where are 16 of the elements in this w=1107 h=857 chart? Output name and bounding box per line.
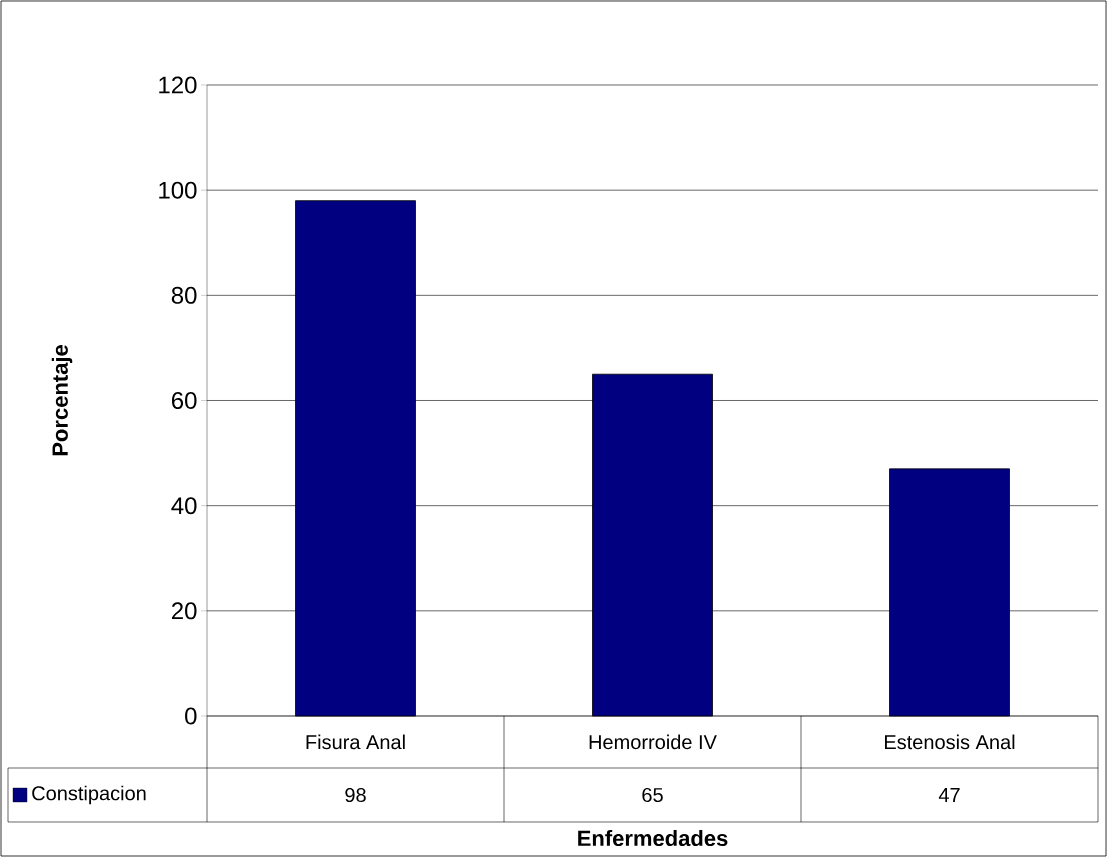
y-tick-label: 60 [172, 392, 197, 409]
legend-label: Constipacion [32, 785, 146, 805]
x-tick-label: Fisura Anal [306, 734, 405, 750]
y-tick-label: 20 [171, 602, 197, 620]
y-tick-label: 40 [171, 497, 197, 515]
y-axis-title: Porcentaje [51, 345, 73, 456]
y-tick-label: 80 [171, 286, 197, 304]
y-tick-label: 100 [159, 181, 197, 199]
data-label: 98 [345, 787, 366, 803]
x-tick-label: Hemorroide IV [589, 734, 717, 750]
y-tick-label: 0 [185, 707, 197, 725]
y-tick-label: 120 [159, 76, 197, 94]
x-axis-title: Enfermedades [578, 829, 728, 847]
data-label: 47 [938, 788, 960, 802]
data-label: 65 [642, 787, 663, 803]
x-tick-label: Estenosis Anal [885, 734, 1015, 750]
